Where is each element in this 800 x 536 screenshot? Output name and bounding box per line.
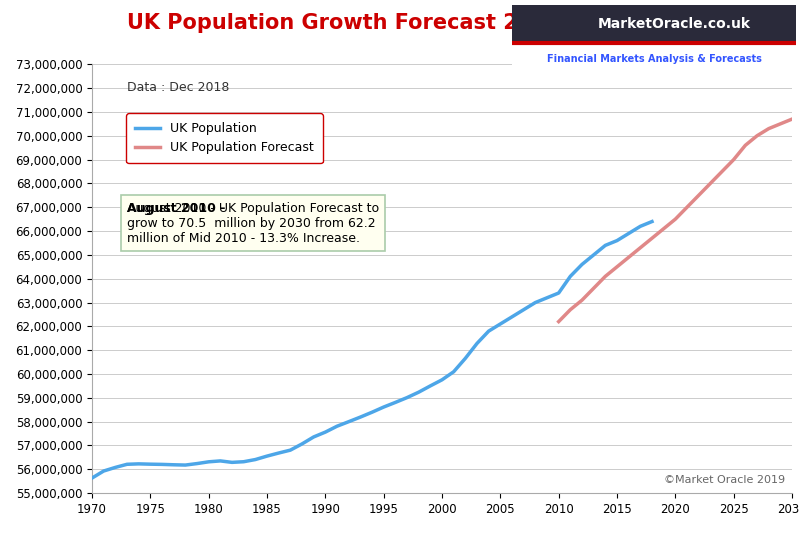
Text: Data : Dec 2018: Data : Dec 2018 <box>127 81 230 94</box>
Text: August 2010 -: August 2010 - <box>127 202 226 214</box>
Text: Financial Markets Analysis & Forecasts: Financial Markets Analysis & Forecasts <box>546 54 762 64</box>
Text: UK Population Growth Forecast 2010 to 2030: UK Population Growth Forecast 2010 to 20… <box>127 13 658 33</box>
Text: MarketOracle.co.uk: MarketOracle.co.uk <box>598 17 750 31</box>
Bar <box>512 42 796 72</box>
Bar <box>512 5 796 42</box>
Text: August 2010 - UK Population Forecast to
grow to 70.5  million by 2030 from 62.2
: August 2010 - UK Population Forecast to … <box>127 202 379 244</box>
Legend: UK Population, UK Population Forecast: UK Population, UK Population Forecast <box>126 114 322 163</box>
Text: ©Market Oracle 2019: ©Market Oracle 2019 <box>664 474 785 485</box>
